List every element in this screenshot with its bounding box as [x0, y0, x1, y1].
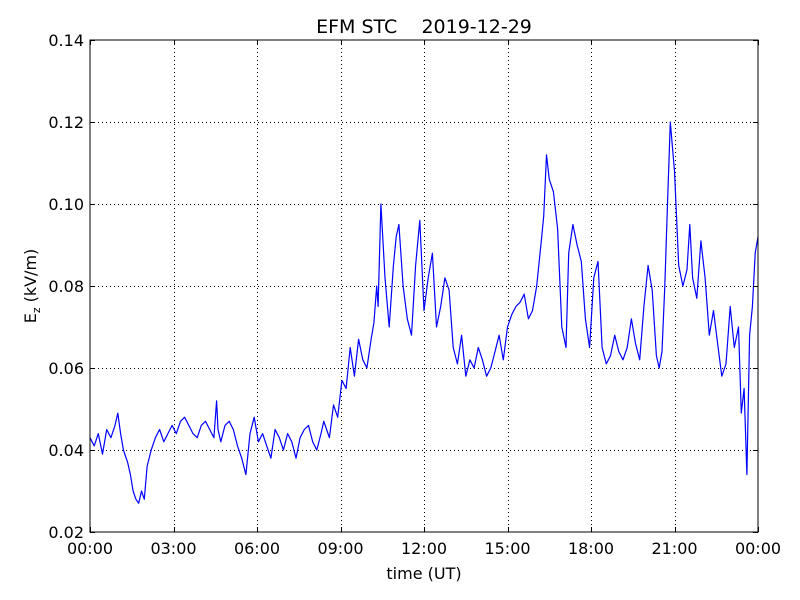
y-axis-label: Ez (kV/m) [21, 249, 43, 324]
x-tick-label: 06:00 [234, 539, 280, 558]
y-tick-labels: 0.02 0.04 0.06 0.08 0.10 0.12 0.14 [48, 31, 84, 542]
y-tick-label: 0.04 [48, 441, 84, 460]
x-tick-labels: 00:00 03:00 06:00 09:00 12:00 15:00 18:00 21:00… [67, 539, 781, 558]
y-tick-label: 0.10 [48, 195, 84, 214]
y-tick-label: 0.12 [48, 113, 84, 132]
y-tick-label: 0.08 [48, 277, 84, 296]
x-tick-label: 09:00 [317, 539, 363, 558]
chart-title: EFM STC 2019-12-29 [316, 16, 532, 38]
x-tick-label: 00:00 [735, 539, 781, 558]
y-axis-label-unit: (kV/m) [21, 249, 40, 303]
x-tick-label: 21:00 [651, 539, 697, 558]
data-series-line [89, 121, 759, 504]
y-tick-label: 0.06 [48, 359, 84, 378]
x-tick-label: 03:00 [150, 539, 196, 558]
x-axis-label: time (UT) [386, 564, 461, 583]
y-axis-label-main: E [21, 313, 40, 323]
x-tick-label: 15:00 [484, 539, 530, 558]
grid-lines [90, 40, 758, 532]
x-tick-label: 18:00 [568, 539, 614, 558]
y-tick-label: 0.02 [48, 523, 84, 542]
x-tick-label: 00:00 [67, 539, 113, 558]
x-tick-label: 12:00 [401, 539, 447, 558]
y-axis-label-subscript: z [30, 307, 43, 313]
axis-ticks [90, 40, 759, 533]
y-tick-label: 0.14 [48, 31, 84, 50]
